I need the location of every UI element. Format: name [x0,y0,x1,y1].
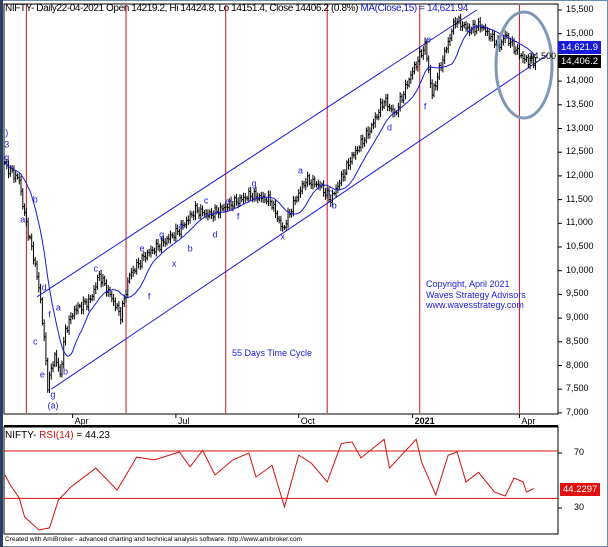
price-axis-label: 11,500 [566,193,593,204]
price-axis-label: 13,000 [566,122,594,133]
wave-label: f [236,211,240,222]
wave-label: d [41,282,47,293]
price-axis-label: 9,500 [566,288,589,299]
date-axis-label: Oct [300,416,315,426]
price-axis-label: 7,500 [566,383,589,394]
ma-value-badge: 14,621.9 [558,41,601,54]
chart-header: NIFTY- Daily22-04-2021 Open 14219.2, Hi … [5,3,468,14]
wave-label: f [48,309,51,320]
wave-label: e [139,243,145,254]
price-axis-label: 12,500 [566,146,594,157]
price-axis-label: 12,000 [566,169,594,180]
price-axis-label: 15,000 [566,27,594,38]
rsi-axis-label: 30 [574,502,585,512]
wave-label: a [297,165,303,176]
wave-label: 3 [4,139,10,150]
rsi-line [4,438,534,531]
price-axis-label: 7,000 [566,406,589,417]
wave-label: f [423,101,427,112]
company-line: Waves Strategy Advisors [426,289,526,300]
wave-label: c [203,195,209,206]
channel-upper-line [36,9,477,298]
moving-average-line [4,25,536,357]
date-axis-label: 2021 [414,416,435,426]
wave-label: c [93,263,99,274]
price-axis-label: 14,500 [528,51,556,62]
wave-label: c [328,187,333,198]
wave-label: g [251,178,257,189]
wave-label: x [171,258,177,269]
date-axis-label: Apr [74,416,89,426]
rsi-value-badge: 44.2297 [560,483,601,496]
price-axis-label: 11,000 [566,217,593,228]
channel-lower-line [51,54,549,390]
wave-label: b [331,200,337,211]
wave-label: (a) [47,400,59,411]
wave-label: x [280,231,285,242]
ohlc-text: - Daily22-04-2021 Open 14219.2, Hi 14424… [30,3,359,14]
price-axis-label: 8,000 [566,359,589,370]
footer-credit: Created with AmiBroker - advanced charti… [5,536,302,543]
symbol: NIFTY [5,3,31,14]
rsi-value: = 44.23 [76,430,110,441]
wave-label: d [212,229,218,240]
wave-label: b [63,366,69,377]
price-axis-label: 15,500 [566,4,594,14]
rsi-panel [3,426,559,535]
wave-label: g [4,152,10,163]
wave-label: b [187,243,193,254]
date-axis-label: Jul [177,416,190,426]
wave-label: a [55,302,61,313]
website-line: www.wavesstrategy.com [426,300,524,310]
time-cycle-label: 55 Days Time Cycle [232,348,313,358]
rsi-header: NIFTY- RSI(14) = 44.23 [5,430,110,441]
wave-label: e [426,34,432,45]
wave-label: g [159,229,165,240]
price-axis-label: 10,500 [566,241,594,251]
wave-label: b [32,194,38,205]
price-axis-label: 8,500 [566,335,589,346]
price-axis-label: 14,000 [566,75,594,86]
wave-label: e [224,196,231,207]
price-panel [3,3,559,415]
wave-label: e [39,369,45,380]
wave-label: f [147,291,151,302]
ma-text: MA(Close,15) = 14,621.94 [360,3,468,14]
copyright-note: Copyright, April 2021 Waves Strategy Adv… [426,279,526,311]
price-axis-label: 9,000 [566,312,589,323]
wave-label: a [178,220,184,231]
price-axis-label: 10,000 [566,264,594,275]
rsi-axis-label: 70 [574,447,585,457]
copyright-line: Copyright, April 2021 [426,279,510,289]
wave-label: a [20,214,26,225]
window-edge [0,0,3,547]
rsi-symbol: NIFTY- [5,430,37,441]
rsi-indicator: RSI(14) [39,430,74,441]
wave-label: ) [5,127,9,138]
highlight-ellipse [494,10,554,120]
wave-label: g [50,389,56,400]
wave-label: d [386,122,392,133]
price-axis-label: 13,500 [566,98,594,109]
last-close-badge: 14,406.2 [558,55,601,68]
wave-label: c [33,336,38,347]
date-axis-label: Apr [521,416,536,426]
